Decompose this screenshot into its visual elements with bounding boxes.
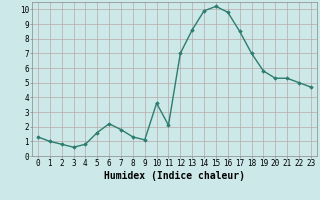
X-axis label: Humidex (Indice chaleur): Humidex (Indice chaleur)	[104, 171, 245, 181]
